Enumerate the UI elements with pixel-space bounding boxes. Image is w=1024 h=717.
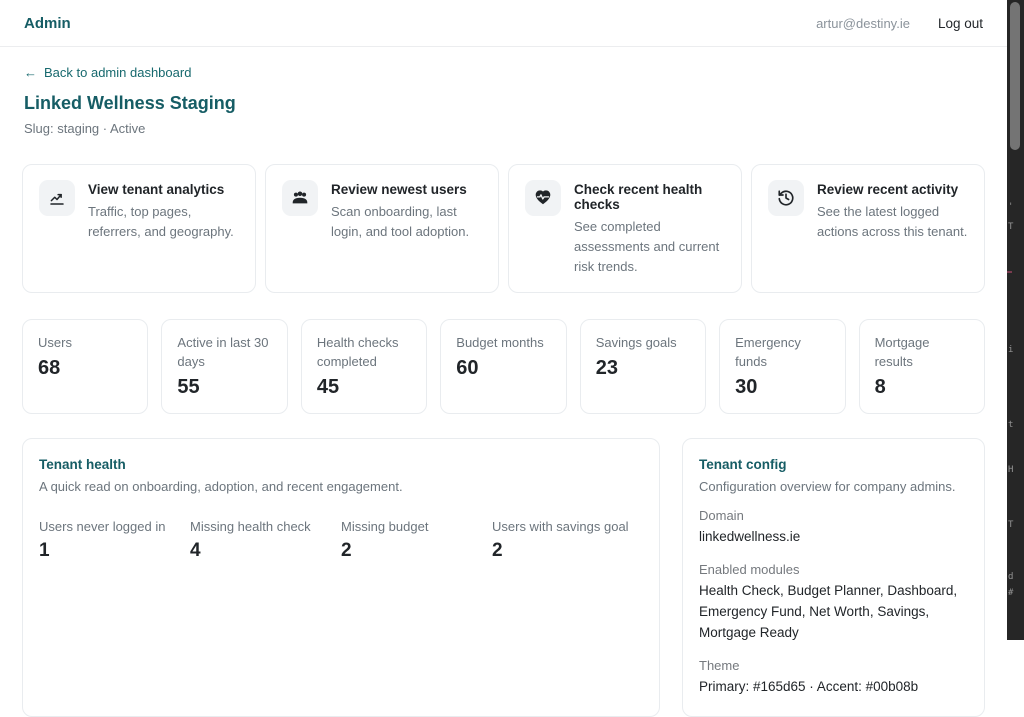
stat-card-budget-months: Budget months 60 [440,319,567,415]
action-card-text: View tenant analytics Traffic, top pages… [88,180,239,277]
action-card-health-checks[interactable]: Check recent health checks See completed… [508,164,742,294]
back-to-dashboard-link[interactable]: ← Back to admin dashboard [24,65,191,80]
stat-value: 55 [177,376,200,399]
field-value: Health Check, Budget Planner, Dashboard,… [699,583,958,640]
tenant-config-panel: Tenant config Configuration overview for… [682,438,985,717]
config-field-theme: Theme Primary: #165d65 · Accent: #00b08b [699,658,968,698]
tenant-health-panel: Tenant health A quick read on onboarding… [22,438,660,717]
action-cards-row: View tenant analytics Traffic, top pages… [22,164,985,294]
clipped-accent-mark [1007,271,1012,273]
config-field-domain: Domain linkedwellness.ie [699,508,968,548]
config-field-enabled-modules: Enabled modules Health Check, Budget Pla… [699,562,968,644]
stat-label: Emergency funds [735,335,801,370]
stat-card-health-checks: Health checks completed 45 [300,319,428,415]
top-bar-right: artur@destiny.ie Log out [816,16,983,31]
stat-label: Users [38,335,72,351]
stat-card-active-30-days: Active in last 30 days 55 [161,319,288,415]
tenant-health-title: Tenant health [39,457,126,473]
metric-label: Users never logged in [39,519,166,535]
metric-value: 4 [190,540,201,562]
heart-pulse-icon [525,180,561,216]
metric-value: 1 [39,540,50,562]
metric-label: Users with savings goal [492,519,629,535]
user-email: artur@destiny.ie [816,15,910,31]
tenant-health-metrics: Users never logged in 1 Missing health c… [39,519,643,562]
stat-value: 30 [735,376,758,399]
field-label: Domain [699,508,744,524]
field-label: Theme [699,657,740,673]
tenant-health-subtitle: A quick read on onboarding, adoption, an… [39,479,403,495]
metric-label: Missing health check [190,519,311,535]
stat-value: 68 [38,357,61,380]
back-link-label: Back to admin dashboard [44,65,192,80]
stat-label: Savings goals [595,335,677,351]
back-arrow-icon: ← [24,65,37,80]
clipped-text-fragment: T [1008,520,1014,530]
clipped-text-fragment: H [1008,465,1014,475]
metric-users-with-savings-goal: Users with savings goal 2 [492,519,643,562]
users-group-icon [282,180,318,216]
stat-card-savings-goals: Savings goals 23 [579,319,707,415]
top-bar: Admin artur@destiny.ie Log out [0,0,1007,47]
page-content: ← Back to admin dashboard Linked Wellnes… [0,47,1007,717]
action-card-title: Review newest users [331,182,467,197]
field-value: linkedwellness.ie [699,529,801,545]
action-card-title: Review recent activity [817,182,959,197]
history-icon [768,180,804,216]
bottom-panels-row: Tenant health A quick read on onboarding… [22,438,985,717]
action-card-title: View tenant analytics [88,182,225,197]
action-card-title: Check recent health checks [574,182,703,212]
background-window-strip: ' T i t H T d # [1007,0,1024,640]
metric-label: Missing budget [341,519,429,535]
metric-missing-health-check: Missing health check 4 [190,519,341,562]
page-title: Linked Wellness Staging [24,93,236,113]
stat-card-mortgage-results: Mortgage results 8 [858,319,985,415]
brand-admin[interactable]: Admin [24,14,71,32]
action-card-description: Traffic, top pages, referrers, and geogr… [88,204,234,240]
action-card-description: Scan onboarding, last login, and tool ad… [331,204,470,240]
stat-value: 60 [456,357,479,380]
metric-value: 2 [341,540,352,562]
clipped-text-fragment: t [1008,420,1014,430]
clipped-text-fragment: d [1008,572,1014,582]
tenant-slug-status: Slug: staging · Active [24,121,146,136]
field-label: Enabled modules [699,562,800,578]
action-card-text: Review newest users Scan onboarding, las… [331,180,482,277]
action-card-description: See the latest logged actions across thi… [817,204,968,240]
action-card-text: Review recent activity See the latest lo… [817,180,968,277]
stat-card-users: Users 68 [22,319,149,415]
action-card-description: See completed assessments and current ri… [574,219,720,275]
field-value: Primary: #165d65 · Accent: #00b08b [699,678,919,694]
action-card-text: Check recent health checks See completed… [574,180,725,277]
stat-value: 8 [874,376,886,399]
stat-value: 23 [595,357,618,380]
tenant-config-subtitle: Configuration overview for company admin… [699,479,956,495]
stat-label: Health checks completed [316,335,399,370]
tenant-config-title: Tenant config [699,457,787,473]
metric-missing-budget: Missing budget 2 [341,519,492,562]
stat-value: 45 [316,376,340,399]
action-card-newest-users[interactable]: Review newest users Scan onboarding, las… [265,164,499,294]
stat-label: Budget months [456,335,544,351]
background-window-scrollbar[interactable] [1010,2,1020,150]
stat-cards-row: Users 68 Active in last 30 days 55 Healt… [22,319,985,415]
clipped-text-fragment: T [1008,222,1014,232]
clipped-text-fragment: ' [1008,202,1014,212]
action-card-tenant-analytics[interactable]: View tenant analytics Traffic, top pages… [22,164,256,294]
clipped-text-fragment: # [1008,588,1014,598]
chart-trend-icon [39,180,75,216]
stat-label: Mortgage results [874,335,930,370]
metric-users-never-logged-in: Users never logged in 1 [39,519,190,562]
logout-button[interactable]: Log out [937,15,983,31]
action-card-recent-activity[interactable]: Review recent activity See the latest lo… [751,164,985,294]
metric-value: 2 [492,540,503,562]
stat-label: Active in last 30 days [177,335,269,370]
clipped-text-fragment: i [1008,345,1014,355]
stat-card-emergency-funds: Emergency funds 30 [719,319,846,415]
